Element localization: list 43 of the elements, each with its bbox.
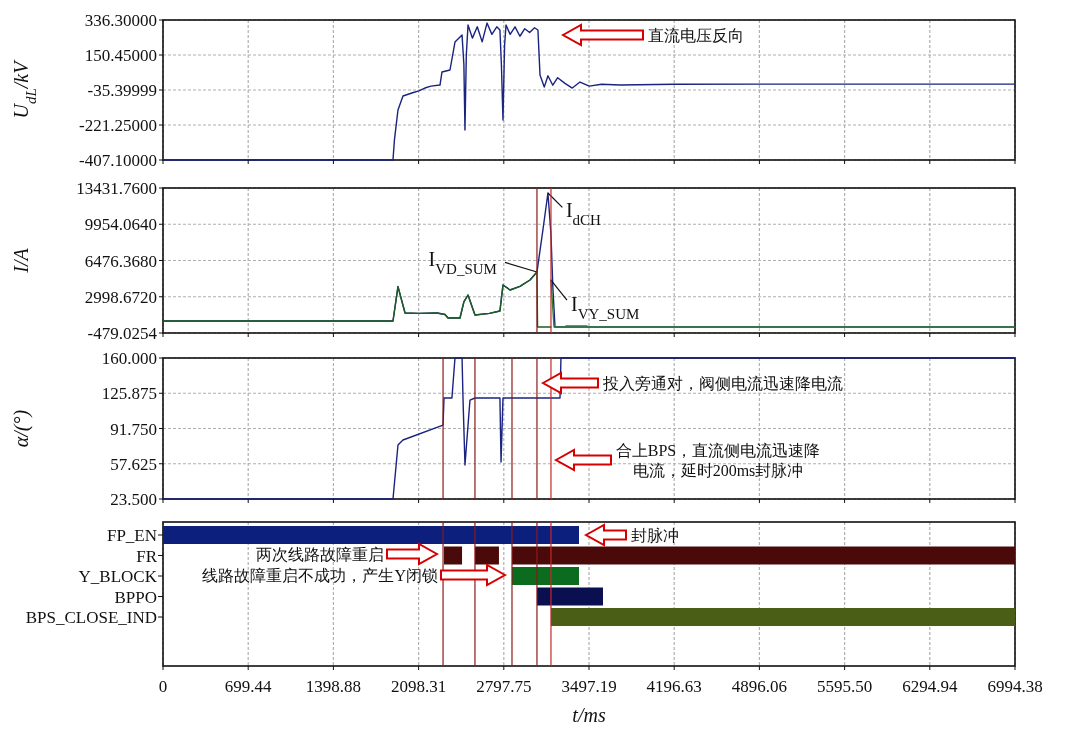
y-tick-label: -221.25000 <box>79 116 157 135</box>
y-tick-label: 336.30000 <box>84 11 157 30</box>
y-tick-label: 91.750 <box>110 419 157 439</box>
x-tick-label: 1398.88 <box>305 677 362 696</box>
series-label: I$_{dCH}$ <box>565 199 602 228</box>
x-tick-label: 6294.94 <box>902 677 958 696</box>
y-tick-label: 57.625 <box>110 454 157 474</box>
x-tick-label: 2098.31 <box>390 677 447 696</box>
annotation: 合上BPS，直流侧电流迅速降电流，延时200ms封脉冲 <box>615 442 821 479</box>
series-label: I$_{VD_SUM}$ <box>428 248 497 277</box>
x-tick-label: 699.44 <box>224 677 273 696</box>
y-tick-label: BPS_CLOSE_IND <box>25 608 157 627</box>
y-tick-label: 2998.6720 <box>84 287 157 307</box>
annotation: 投入旁通对，阀侧电流迅速降电流 <box>602 375 843 392</box>
y-tick-label: BPPO <box>114 587 157 607</box>
series-label: I$_{VY_SUM}$ <box>570 293 640 323</box>
y-tick-label: -479.0254 <box>87 324 158 343</box>
x-tick-label: 6994.38 <box>987 677 1043 696</box>
x-tick-label: 5595.50 <box>816 677 873 696</box>
y-tick-label: FP_EN <box>106 526 157 545</box>
annotation: 封脉冲 <box>631 527 679 544</box>
y-tick-label: -35.39999 <box>87 81 157 100</box>
y-tick-label: 160.000 <box>101 349 157 368</box>
y-tick-label: 9954.0640 <box>84 215 157 235</box>
x-tick-label: 4196.63 <box>646 677 702 696</box>
x-tick-label: 2797.75 <box>476 677 532 696</box>
y-tick-label: 125.875 <box>101 384 157 404</box>
annotation: 两次线路故障重启 <box>256 546 384 563</box>
y-tick-label: -407.10000 <box>79 151 157 170</box>
y-tick-label: 13431.7600 <box>76 179 157 198</box>
y-tick-label: 150.45000 <box>84 46 157 65</box>
annotation: 线路故障重启不成功，产生Y闭锁 <box>202 567 438 584</box>
x-tick-label: 4896.06 <box>731 677 788 696</box>
y-tick-label: 23.500 <box>110 490 157 509</box>
x-tick-label: 0 <box>158 677 168 696</box>
y-tick-label: FR <box>136 546 158 566</box>
y-axis-title: α/(°) <box>10 409 33 448</box>
y-tick-label: Y_BLOCK <box>78 567 158 586</box>
x-axis-title: t/ms <box>572 704 606 726</box>
annotation: 直流电压反向 <box>648 27 744 44</box>
x-tick-label: 3497.19 <box>561 677 617 696</box>
y-axis-title: I/A <box>10 247 32 274</box>
y-tick-label: 6476.3680 <box>84 251 157 271</box>
